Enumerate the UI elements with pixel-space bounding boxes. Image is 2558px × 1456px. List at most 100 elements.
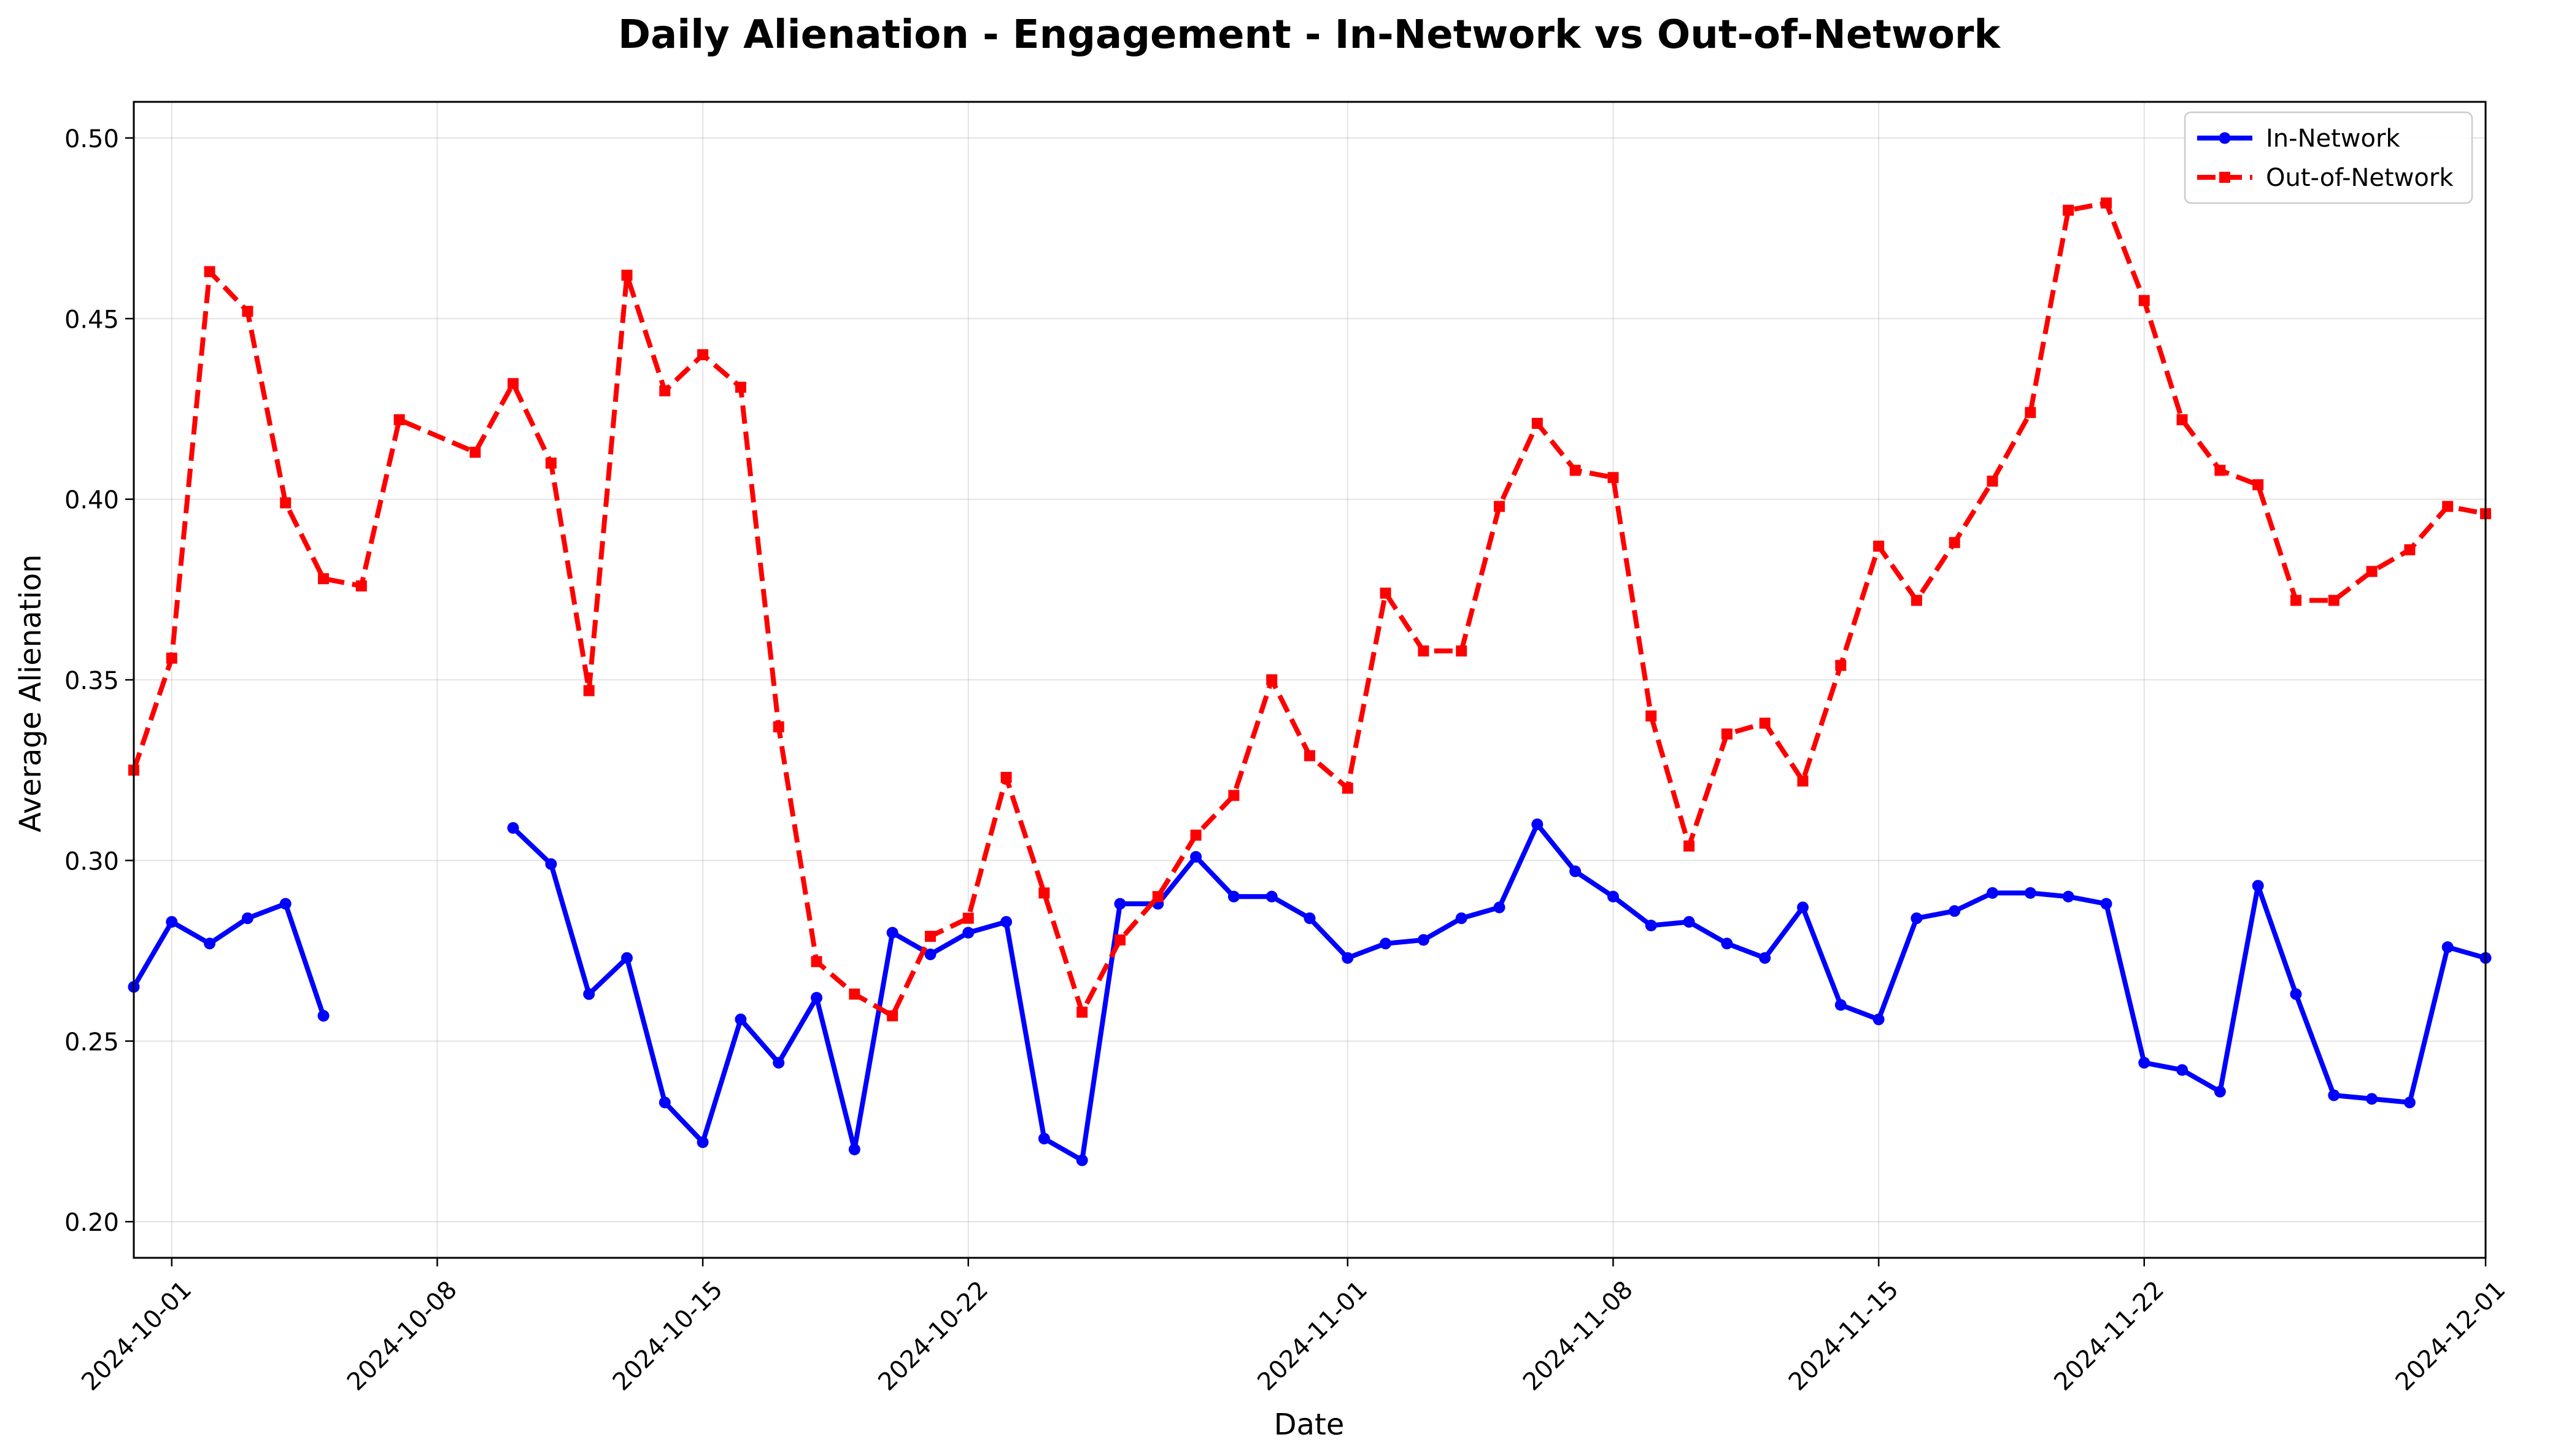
data-point	[2442, 501, 2454, 512]
data-point	[773, 1057, 785, 1069]
data-point	[1493, 901, 1505, 914]
data-point	[2214, 464, 2226, 476]
data-point	[773, 721, 784, 733]
data-point	[1342, 952, 1354, 964]
data-point	[2441, 941, 2454, 953]
data-point	[1645, 919, 1657, 931]
chart-title: Daily Alienation - Engagement - In-Netwo…	[618, 12, 2001, 58]
data-point	[1949, 537, 1960, 549]
data-point	[621, 269, 633, 281]
data-point	[1531, 819, 1544, 830]
data-point	[620, 952, 633, 964]
data-point	[1000, 915, 1013, 928]
data-point	[2100, 898, 2112, 910]
data-point	[2328, 1089, 2340, 1101]
data-point	[1076, 1006, 1088, 1018]
data-point	[1380, 587, 1391, 599]
legend-label: In-Network	[2266, 125, 2400, 153]
grid	[134, 102, 2486, 1258]
data-point	[849, 988, 860, 1000]
data-point	[204, 938, 216, 950]
data-point	[1265, 890, 1278, 903]
data-point	[2290, 595, 2301, 606]
data-point	[583, 685, 595, 696]
legend-swatch-marker	[2219, 172, 2230, 183]
data-point	[280, 497, 292, 509]
data-point	[1796, 901, 1809, 914]
data-point	[2024, 887, 2036, 899]
y-tick-label: 0.45	[64, 306, 119, 334]
data-point	[1683, 840, 1695, 852]
data-point	[1152, 891, 1164, 903]
data-point	[1456, 645, 1467, 657]
data-point	[355, 580, 367, 591]
data-point	[697, 349, 709, 361]
data-point	[2290, 988, 2302, 1000]
data-point	[1531, 417, 1543, 429]
data-point	[1987, 887, 1999, 899]
data-point	[1607, 472, 1619, 483]
data-point	[1872, 1013, 1885, 1025]
data-point	[1304, 750, 1315, 761]
data-point	[508, 378, 519, 390]
data-point	[1569, 464, 1581, 476]
data-point	[735, 1013, 747, 1025]
data-point	[2100, 197, 2112, 209]
data-point	[1000, 771, 1012, 783]
data-point	[2063, 204, 2074, 216]
y-tick-label: 0.20	[64, 1209, 119, 1237]
y-tick-label: 0.35	[64, 667, 119, 695]
data-point	[1607, 890, 1619, 903]
data-point	[1342, 782, 1353, 794]
data-point	[1835, 660, 1847, 671]
data-point	[1227, 890, 1240, 903]
data-point	[393, 414, 405, 426]
data-point	[1873, 541, 1885, 552]
data-point	[2328, 595, 2340, 606]
data-point	[2403, 1096, 2416, 1109]
data-point	[887, 1010, 898, 1022]
y-tick-label: 0.40	[64, 487, 119, 515]
data-point	[735, 382, 746, 393]
data-point	[507, 822, 519, 834]
series-in-network	[128, 819, 2492, 1166]
data-point	[962, 926, 975, 939]
data-point	[2404, 544, 2416, 556]
data-point	[242, 306, 253, 317]
series-group	[128, 197, 2492, 1166]
data-point	[886, 926, 898, 939]
data-point	[811, 956, 822, 968]
data-point	[241, 912, 253, 925]
data-point	[1114, 898, 1126, 910]
data-point	[2062, 890, 2074, 903]
data-point	[1038, 1133, 1050, 1145]
data-point	[1494, 501, 1505, 512]
data-point	[1911, 595, 1922, 606]
data-point	[1949, 905, 1961, 917]
data-point	[659, 385, 671, 396]
data-point	[924, 948, 937, 960]
data-point	[1190, 830, 1202, 841]
data-point	[2252, 479, 2264, 491]
data-point	[2366, 566, 2378, 577]
data-point	[166, 915, 178, 928]
data-point	[1759, 952, 1771, 964]
data-point	[2366, 1093, 2378, 1105]
data-point	[1038, 887, 1050, 899]
data-point	[1987, 476, 1998, 487]
data-point	[1797, 775, 1809, 787]
data-point	[1721, 938, 1733, 950]
legend-label: Out-of-Network	[2266, 164, 2454, 192]
data-point	[204, 266, 215, 277]
data-point	[1380, 938, 1392, 950]
data-point	[2214, 1085, 2226, 1098]
series-line	[131, 901, 326, 1019]
data-point	[1076, 1154, 1088, 1166]
data-point	[1190, 850, 1202, 863]
data-point	[1645, 710, 1657, 722]
y-axis-label: Average Alienation	[14, 554, 48, 832]
data-point	[1455, 912, 1467, 925]
data-point	[2138, 295, 2150, 306]
